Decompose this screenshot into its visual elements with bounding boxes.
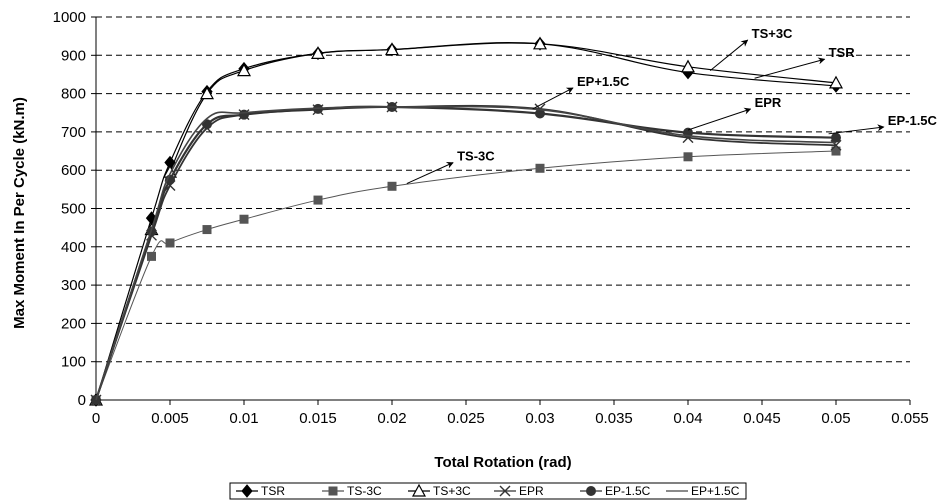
legend-label: TS-3C	[347, 484, 382, 498]
x-tick-label: 0.035	[595, 410, 633, 427]
data-point	[236, 63, 252, 77]
data-point	[683, 152, 693, 162]
legend: TSR TS-3C TS+3C EPR EP-1.5C EP+1.5C	[229, 482, 747, 500]
x-tick-label: 0	[92, 410, 100, 427]
annotation-label: EPR	[755, 95, 782, 110]
gridlines	[96, 16, 910, 363]
legend-label: EP+1.5C	[691, 484, 740, 498]
annotation-label: TS-3C	[457, 149, 495, 164]
legend-item: EP+1.5C	[666, 484, 740, 498]
legend-label: TSR	[261, 484, 285, 498]
data-point	[202, 119, 212, 130]
series-ts-3c	[91, 146, 841, 405]
x-tick-label: 0.04	[673, 410, 702, 427]
annotation-arrow	[709, 39, 749, 72]
y-tick-label: 0	[78, 392, 86, 409]
y-tick-label: 700	[61, 124, 86, 141]
data-point	[202, 225, 212, 235]
data-point	[199, 86, 215, 100]
annotation-label: EP-1.5C	[888, 113, 938, 128]
y-tick-label: 600	[61, 162, 86, 179]
data-point	[239, 214, 249, 224]
legend-label: TS+3C	[433, 484, 471, 498]
annotations: TS+3C TSR EP+1.5C EPR EP-1.5C TS-3C	[406, 26, 938, 185]
data-point	[535, 163, 545, 173]
data-point	[680, 59, 696, 73]
annotation: EPR	[687, 95, 782, 131]
axes: 0 100 200 300 400 500 600 700 800 900 1000 0 0.005 0.…	[53, 9, 929, 427]
x-tick-label: 0.025	[447, 410, 485, 427]
x-tick-label: 0.005	[151, 410, 189, 427]
y-tick-label: 1000	[53, 9, 86, 26]
data-point	[831, 146, 841, 156]
y-tick-label: 300	[61, 277, 86, 294]
legend-item: EP-1.5C	[580, 484, 651, 498]
x-tick-label: 0.05	[821, 410, 850, 427]
data-point	[165, 238, 175, 248]
annotation: EP-1.5C	[828, 113, 938, 135]
annotation-arrow	[406, 162, 454, 185]
y-tick-label: 200	[61, 315, 86, 332]
data-point	[387, 181, 397, 191]
annotation: TS+3C	[709, 26, 793, 72]
x-tick-label: 0.055	[891, 410, 929, 427]
data-point	[147, 251, 156, 261]
data-point	[384, 42, 400, 56]
series-line	[95, 150, 837, 401]
legend-swatch-marker	[499, 485, 511, 497]
annotation: EP+1.5C	[532, 74, 630, 110]
y-tick-label: 400	[61, 239, 86, 256]
legend-label: EP-1.5C	[605, 484, 651, 498]
series-epr	[90, 101, 842, 406]
data-point	[239, 109, 249, 120]
annotation: TS-3C	[406, 149, 495, 185]
series-line	[95, 105, 837, 401]
x-tick-label: 0.015	[299, 410, 337, 427]
annotation-arrow	[687, 107, 752, 131]
data-point	[828, 75, 844, 89]
data-point	[532, 36, 548, 50]
legend-swatch-marker	[328, 486, 338, 496]
annotation-label: TS+3C	[752, 26, 793, 41]
legend-label: EPR	[519, 484, 544, 498]
series-ep-1-5c	[95, 105, 837, 401]
data-point	[831, 132, 841, 143]
annotation: TSR	[754, 45, 856, 79]
annotation-arrow	[532, 87, 574, 110]
x-tick-label: 0.045	[743, 410, 781, 427]
annotation-arrow	[754, 57, 826, 79]
data-point	[313, 195, 323, 205]
data-point	[310, 46, 326, 59]
legend-item: TSR	[236, 484, 285, 498]
y-tick-label: 800	[61, 86, 86, 103]
annotation-label: EP+1.5C	[577, 74, 630, 89]
x-tick-label: 0.02	[377, 410, 406, 427]
y-tick-label: 900	[61, 47, 86, 64]
legend-item: EPR	[494, 484, 544, 498]
y-tick-label: 500	[61, 201, 86, 218]
x-axis-title: Total Rotation (rad)	[434, 454, 571, 471]
legend-item: TS+3C	[408, 483, 471, 498]
legend-swatch-marker	[241, 484, 253, 498]
annotation-label: TSR	[829, 45, 856, 60]
x-tick-label: 0.03	[525, 410, 554, 427]
legend-swatch-marker	[586, 486, 596, 496]
series-group	[88, 36, 844, 407]
legend-item: TS-3C	[322, 484, 382, 498]
y-axis-title: Max Moment In Per Cycle (kN.m)	[11, 97, 28, 329]
annotation-arrow	[828, 124, 885, 135]
legend-swatch-marker	[411, 483, 427, 497]
y-tick-label: 100	[61, 354, 86, 371]
x-tick-label: 0.01	[229, 410, 258, 427]
legend-box	[229, 482, 747, 500]
